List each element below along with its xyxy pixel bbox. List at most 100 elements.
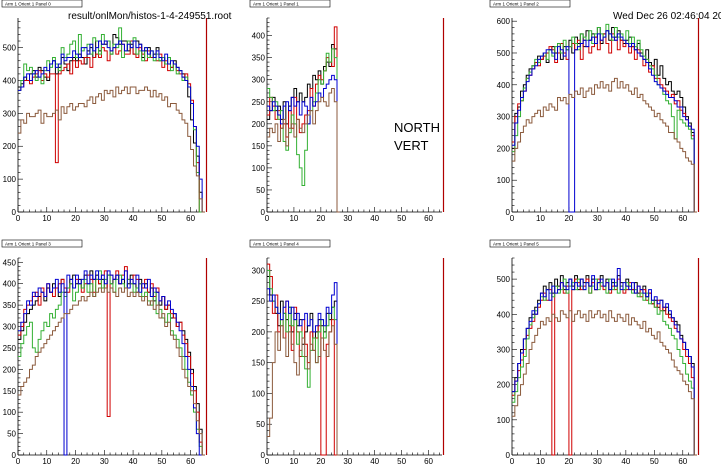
- x-tick-label: 50: [650, 457, 659, 464]
- histogram-blue: [18, 270, 205, 456]
- vert-annotation: VERT: [394, 138, 429, 153]
- x-tick-label: 50: [157, 457, 166, 464]
- histogram-black: [18, 33, 205, 213]
- x-tick-label: 40: [621, 457, 630, 464]
- x-tick-label: 30: [343, 214, 352, 223]
- y-tick-label: 500: [3, 44, 17, 53]
- y-tick-label: 0: [261, 451, 266, 460]
- x-tick-label: 0: [265, 457, 270, 464]
- y-tick-label: 500: [497, 275, 511, 284]
- y-tick-label: 200: [497, 144, 511, 153]
- histogram-black: [512, 27, 697, 213]
- histogram-green: [18, 270, 205, 456]
- histogram-blue: [512, 268, 697, 456]
- y-tick-label: 300: [3, 109, 17, 118]
- x-tick-label: 20: [71, 214, 80, 223]
- x-tick-label: 40: [370, 214, 379, 223]
- y-tick-label: 400: [3, 76, 17, 85]
- pad-title: Arm 1 Orient 1 Panel 4: [253, 242, 299, 247]
- histogram-red: [512, 33, 697, 213]
- y-tick-label: 350: [3, 301, 17, 310]
- y-tick-label: 400: [497, 310, 511, 319]
- x-tick-label: 20: [564, 214, 573, 223]
- x-tick-label: 20: [316, 214, 325, 223]
- y-tick-label: 450: [3, 258, 17, 267]
- y-tick-label: 0: [261, 208, 266, 217]
- x-tick-label: 0: [16, 457, 21, 464]
- x-tick-label: 60: [678, 457, 687, 464]
- y-tick-label: 0: [12, 208, 17, 217]
- histogram-brown: [267, 88, 340, 213]
- file-path-label: result/onlMon/histos-1-4-249551.root: [68, 11, 232, 22]
- x-tick-label: 0: [510, 457, 515, 464]
- x-tick-label: 40: [129, 214, 138, 223]
- histogram-red: [512, 278, 697, 456]
- pad-title-box: [249, 239, 331, 248]
- pad-title: Arm 1 Orient 1 Panel 0: [5, 2, 51, 7]
- x-tick-label: 40: [370, 457, 379, 464]
- x-tick-label: 20: [71, 457, 80, 464]
- y-tick-label: 250: [3, 344, 17, 353]
- y-tick-label: 50: [7, 430, 16, 439]
- histogram-brown: [512, 310, 697, 456]
- histogram-red: [18, 266, 205, 456]
- x-tick-label: 10: [289, 457, 298, 464]
- y-tick-label: 300: [497, 345, 511, 354]
- x-tick-label: 50: [397, 214, 406, 223]
- pad-title-box: [1, 239, 83, 248]
- x-tick-label: 30: [593, 457, 602, 464]
- y-tick-label: 300: [3, 323, 17, 332]
- histogram-brown: [267, 325, 340, 456]
- y-tick-label: 300: [252, 76, 266, 85]
- y-tick-label: 400: [252, 32, 266, 41]
- histogram-brown: [512, 77, 697, 213]
- timestamp-label: Wed Dec 26 02:46:04 2007: [613, 11, 721, 22]
- x-tick-label: 10: [536, 457, 545, 464]
- y-tick-label: 400: [497, 81, 511, 90]
- x-tick-label: 30: [593, 214, 602, 223]
- y-tick-label: 300: [497, 113, 511, 122]
- y-tick-label: 200: [497, 381, 511, 390]
- x-tick-label: 30: [100, 214, 109, 223]
- x-tick-label: 50: [157, 214, 166, 223]
- y-tick-label: 100: [3, 175, 17, 184]
- y-tick-label: 50: [256, 186, 265, 195]
- histogram-green: [18, 27, 205, 213]
- y-tick-label: 500: [497, 49, 511, 58]
- y-tick-label: 100: [497, 416, 511, 425]
- y-tick-label: 400: [3, 280, 17, 289]
- y-tick-label: 600: [497, 17, 511, 26]
- histogram-black: [512, 275, 697, 456]
- y-tick-label: 200: [252, 120, 266, 129]
- y-tick-label: 0: [12, 451, 17, 460]
- y-tick-label: 50: [256, 420, 265, 429]
- y-tick-label: 100: [3, 408, 17, 417]
- y-tick-label: 250: [252, 297, 266, 306]
- x-tick-label: 50: [650, 214, 659, 223]
- pad-title-box: [1, 0, 83, 8]
- y-tick-label: 200: [3, 142, 17, 151]
- histogram-brown: [18, 287, 205, 456]
- y-tick-label: 0: [506, 208, 511, 217]
- x-tick-label: 40: [129, 457, 138, 464]
- x-tick-label: 20: [316, 457, 325, 464]
- y-tick-label: 300: [252, 266, 266, 275]
- x-tick-label: 60: [186, 214, 195, 223]
- y-tick-label: 150: [252, 142, 266, 151]
- histogram-blue: [18, 40, 205, 213]
- x-tick-label: 60: [678, 214, 687, 223]
- histogram-blue: [512, 30, 697, 213]
- y-tick-label: 0: [506, 451, 511, 460]
- y-tick-label: 150: [3, 387, 17, 396]
- histogram-blue: [267, 282, 340, 456]
- pad-title-box: [249, 0, 331, 8]
- y-tick-label: 100: [252, 164, 266, 173]
- histogram-green: [512, 278, 697, 456]
- north-annotation: NORTH: [394, 120, 440, 135]
- y-tick-label: 200: [3, 365, 17, 374]
- histogram-red: [18, 40, 205, 213]
- y-tick-label: 350: [252, 54, 266, 63]
- y-tick-label: 100: [497, 176, 511, 185]
- x-tick-label: 10: [289, 214, 298, 223]
